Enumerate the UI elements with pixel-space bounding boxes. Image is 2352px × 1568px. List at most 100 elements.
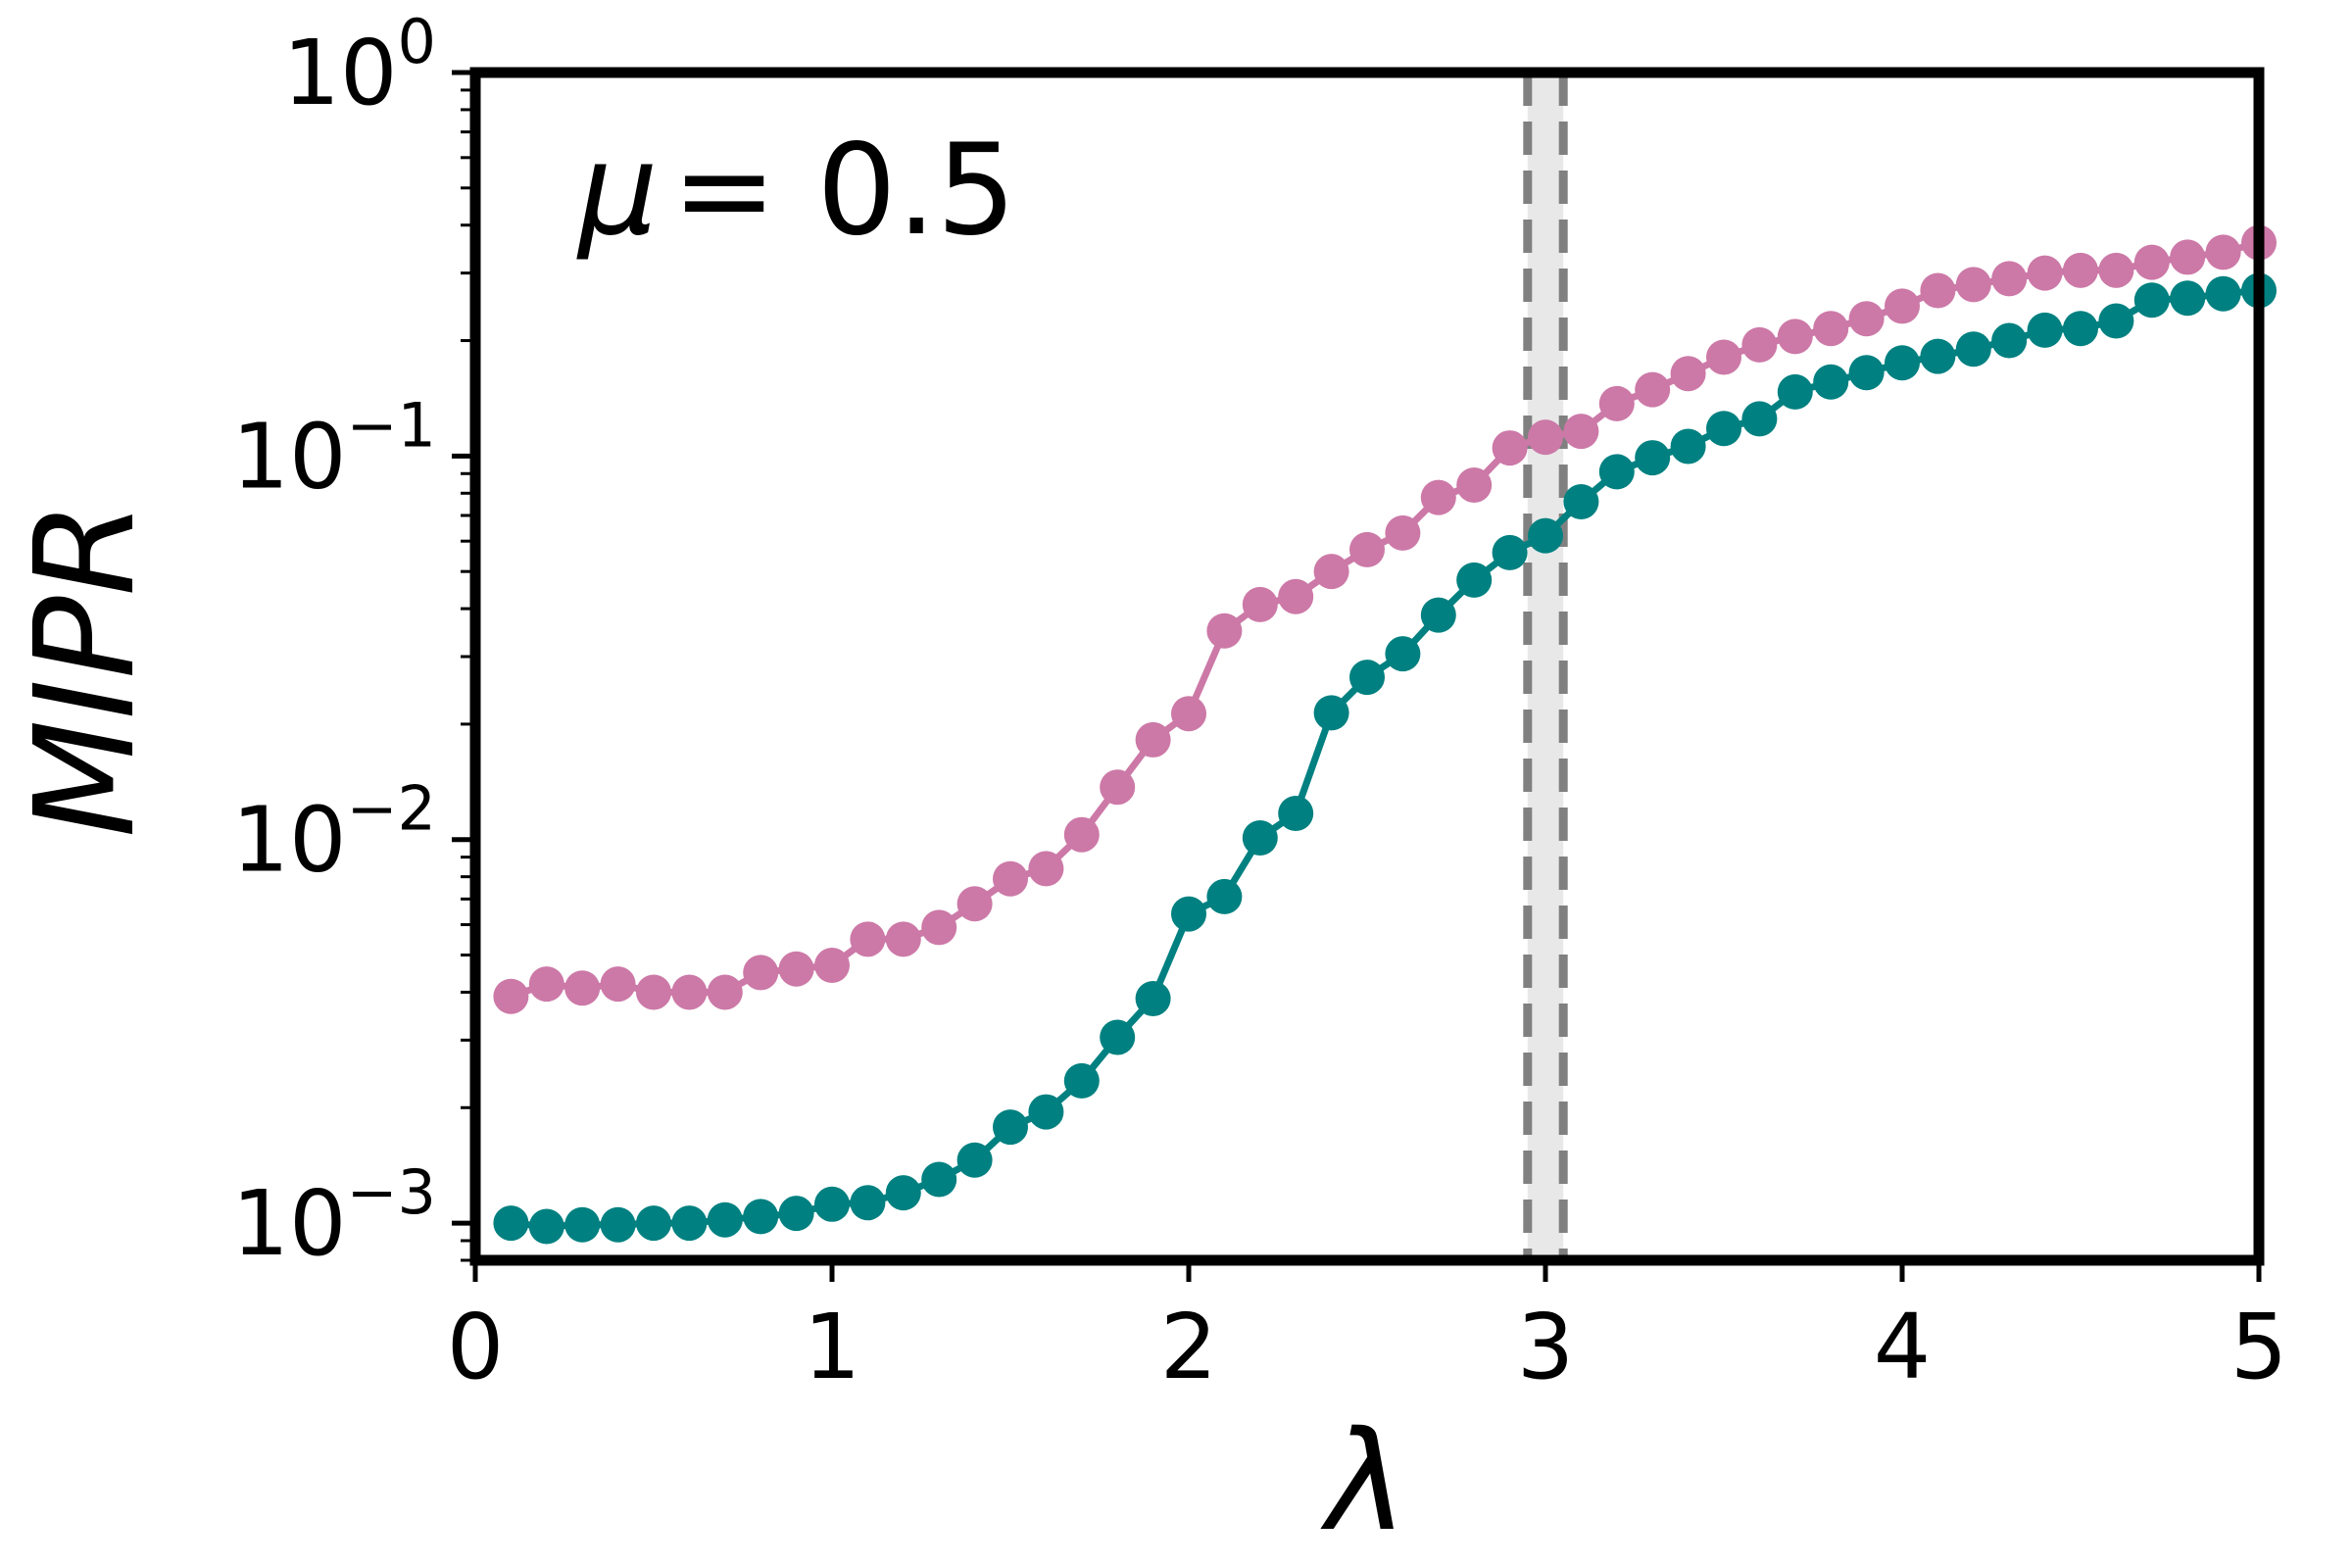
series-0-point xyxy=(1848,301,1885,337)
series-1-point xyxy=(636,1205,671,1242)
series-1 xyxy=(493,272,2277,1245)
x-tick-label: 1 xyxy=(804,1295,861,1399)
series-0-point xyxy=(1135,721,1171,758)
series-0-point xyxy=(564,970,601,1006)
series-0-point xyxy=(1635,371,1671,408)
y-tick-exponent: 0 xyxy=(398,6,436,77)
series-1-point xyxy=(1242,820,1278,857)
x-axis-label: λ xyxy=(1320,1402,1408,1562)
series-1-point xyxy=(1848,355,1885,391)
series-0-point xyxy=(1242,586,1278,622)
x-tick-label: 3 xyxy=(1517,1295,1575,1399)
series-0-point xyxy=(493,978,529,1014)
series-0-point xyxy=(1777,318,1813,355)
series-1-point xyxy=(1313,695,1349,731)
series-0-point xyxy=(1706,339,1741,375)
plot-frame xyxy=(469,67,2265,1266)
series-0-point xyxy=(1420,479,1456,515)
series-1-point xyxy=(1278,796,1314,832)
series-0-point xyxy=(1171,696,1206,732)
series-0-point xyxy=(1492,430,1528,466)
mu-annotation: μ = 0.5 xyxy=(576,118,1016,264)
series-0-point xyxy=(2063,252,2098,288)
series-0-point xyxy=(1385,514,1421,551)
x-tick-label: 4 xyxy=(1874,1295,1932,1399)
series-1-point xyxy=(1385,636,1421,672)
series-0-point xyxy=(2205,234,2241,270)
series-1-point xyxy=(956,1142,993,1178)
series-1-point xyxy=(1100,1019,1136,1055)
series-0-point xyxy=(1670,356,1706,392)
series-1-point xyxy=(743,1199,779,1235)
series-1-point xyxy=(1598,454,1635,490)
series-0 xyxy=(493,224,2277,1014)
series-1-point xyxy=(1171,896,1206,932)
series-0-point xyxy=(1456,466,1493,503)
series-0-point xyxy=(1741,326,1778,363)
series-0-point xyxy=(956,886,993,922)
y-tick-label: 10−2 xyxy=(232,773,436,893)
series-0-point xyxy=(1028,851,1064,887)
x-tick-label: 2 xyxy=(1160,1295,1218,1399)
series-1-point xyxy=(814,1186,850,1222)
series-1-point xyxy=(1706,411,1741,447)
series-1-point xyxy=(1456,562,1493,598)
reference-band-group xyxy=(1523,73,1568,1260)
series-1-point xyxy=(1955,331,1991,368)
series-0-point xyxy=(2170,239,2206,275)
series-0-point xyxy=(1991,261,2028,297)
series-1-point xyxy=(1991,322,2028,359)
series-0-line xyxy=(510,239,2260,1001)
y-axis-minor-ticks xyxy=(461,88,470,1262)
x-tick-label: 0 xyxy=(447,1295,505,1399)
series-0-point xyxy=(1598,385,1635,421)
mu-symbol: μ xyxy=(576,118,658,264)
series-1-point xyxy=(2205,275,2241,312)
y-tick-label: 10−1 xyxy=(232,389,436,509)
series-1-point xyxy=(2098,303,2134,339)
series-1-point xyxy=(493,1205,529,1242)
series-0-point xyxy=(2133,244,2170,280)
series-1-point xyxy=(1741,401,1778,437)
series-1-point xyxy=(921,1161,957,1198)
series-0-point xyxy=(2027,255,2063,291)
series-1-point xyxy=(1528,517,1563,554)
y-tick-base: 10 xyxy=(232,788,347,893)
series-1-point xyxy=(564,1206,601,1243)
series-1-point xyxy=(1492,534,1528,570)
y-tick-exponent: −1 xyxy=(347,389,436,461)
series-0-point xyxy=(707,974,743,1010)
series-0-point xyxy=(636,974,671,1010)
series-0-point xyxy=(1563,414,1599,450)
series-0-point xyxy=(1813,311,1849,347)
shaded-band xyxy=(1527,73,1564,1260)
mu-value: = 0.5 xyxy=(671,118,1016,264)
x-axis-ticks: 0 1 2 3 4 5 xyxy=(447,1265,2287,1399)
series-0-point xyxy=(1100,769,1136,806)
series-0-point xyxy=(528,966,564,1003)
series-1-point xyxy=(850,1185,886,1221)
y-axis-label: MIPR xyxy=(6,501,166,838)
series-1-point xyxy=(1206,878,1243,914)
series-0-point xyxy=(1955,267,1991,303)
series-0-point xyxy=(1063,816,1100,853)
series-0-point xyxy=(993,860,1028,897)
series-1-point xyxy=(993,1109,1028,1146)
y-tick-base: 10 xyxy=(282,21,397,125)
series-1-point xyxy=(778,1196,814,1232)
series-0-point xyxy=(1349,531,1385,567)
series-1-point xyxy=(707,1201,743,1238)
series-0-point xyxy=(1885,288,1920,324)
series-1-point xyxy=(885,1175,921,1211)
series-1-point xyxy=(1063,1062,1100,1099)
series-1-point xyxy=(1777,373,1813,410)
series-layer xyxy=(493,224,2277,1245)
y-tick-exponent: −2 xyxy=(347,773,436,845)
series-1-line xyxy=(511,287,2260,1231)
series-1-point xyxy=(1420,597,1456,633)
series-1-point xyxy=(1635,440,1671,476)
series-0-point xyxy=(814,948,850,984)
series-1-point xyxy=(1028,1094,1064,1130)
series-0-point xyxy=(1313,554,1349,590)
